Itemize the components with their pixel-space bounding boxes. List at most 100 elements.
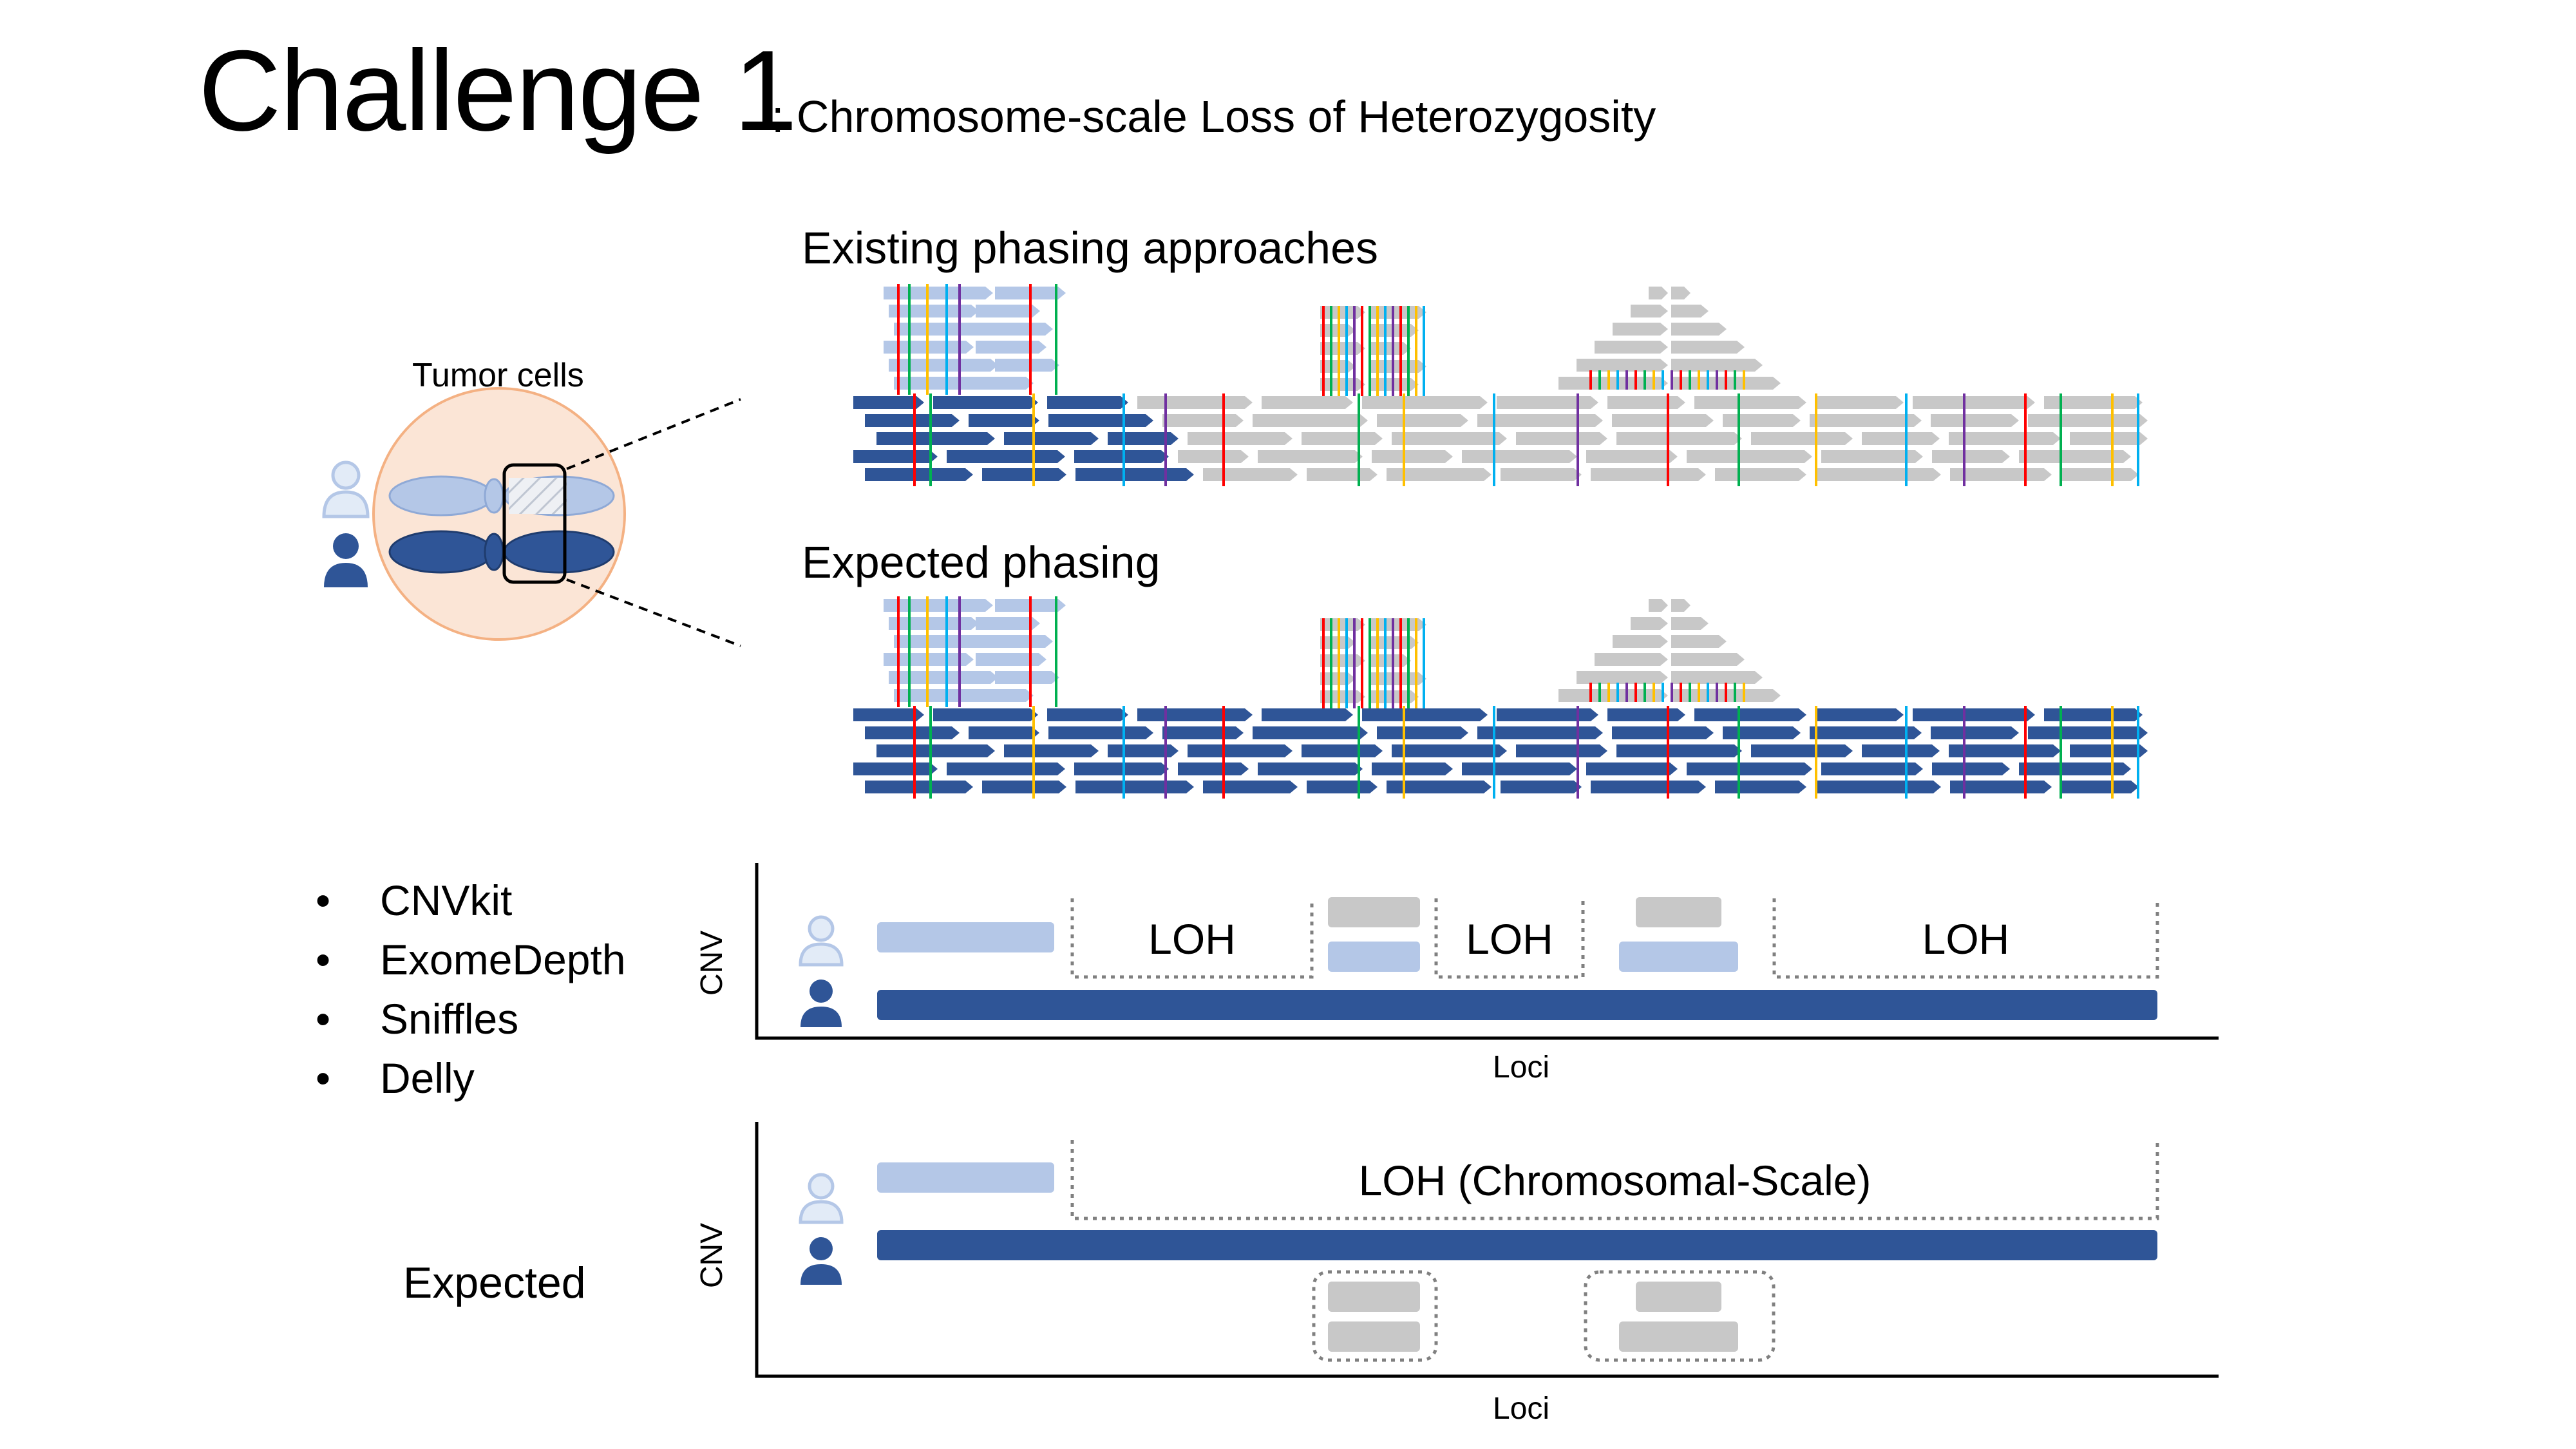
sequencing-read [1612,726,1714,739]
loh-box [1434,898,1585,979]
sequencing-read [1497,708,1598,721]
gain-segment [1636,897,1721,927]
tool-name: ExomeDepth [380,936,626,983]
sequencing-read [1949,744,2061,757]
sequencing-read [865,781,973,793]
sequencing-read [876,432,995,445]
sequencing-read [1671,653,1745,666]
sequencing-read [894,635,1003,648]
sequencing-read [865,414,960,427]
plot-axes [755,1122,2219,1378]
sequencing-read [2028,726,2148,739]
sequencing-read [2070,744,2148,757]
loh-box [1772,898,2159,979]
cell-membrane [372,387,626,641]
sequencing-read [1751,432,1853,445]
sequencing-read [1368,618,1426,631]
sequencing-read [1075,781,1194,793]
sequencing-read [1258,450,1363,463]
tool-name: CNVkit [380,876,513,924]
sequencing-read [1320,378,1365,391]
sequencing-read [1048,414,1153,427]
sequencing-read [2061,468,2139,481]
female-person-icon [799,915,844,967]
sequencing-read [1613,635,1668,648]
sequencing-read [2070,432,2148,445]
sequencing-read [1810,726,1922,739]
sequencing-read [1723,414,1801,427]
sequencing-read [1558,689,1668,702]
sequencing-read [1913,396,2035,409]
paternal-segment [877,1230,2157,1260]
sequencing-read [1815,708,1904,721]
sequencing-read [1392,744,1507,757]
paternal-segment [877,990,2157,1020]
sequencing-read [933,708,1038,721]
slide-subtitle: : Chromosome-scale Loss of Heterozygosit… [772,91,1656,142]
bullet: • [316,876,331,924]
sequencing-read [1671,617,1709,630]
sequencing-read [2061,781,2139,793]
sequencing-read [1932,450,2010,463]
sequencing-read [1320,654,1365,667]
loh-label: LOH [1148,915,1236,963]
sequencing-read [976,341,1046,354]
sequencing-read [876,744,995,757]
gain-segment [1328,1321,1420,1352]
sequencing-read [1649,599,1668,612]
sequencing-read [889,359,998,372]
female-person-icon [799,1173,844,1224]
sequencing-read [1687,450,1812,463]
sequencing-read [1477,726,1603,739]
sequencing-read [969,414,1039,427]
sequencing-read [1074,762,1169,775]
sequencing-read [1862,432,1940,445]
sequencing-read [1004,432,1099,445]
sequencing-read [894,689,984,702]
cnv-plot-expected [755,1122,2219,1378]
maternal-segment [1328,942,1420,972]
sequencing-read [1162,414,1244,427]
tool-list-item: • Sniffles [316,989,626,1048]
tool-list-item: • ExomeDepth [316,930,626,989]
sequencing-read [1558,377,1668,390]
sequencing-read [889,305,979,317]
gain-segment [1328,897,1420,927]
sequencing-read [1262,708,1353,721]
sequencing-read [947,762,1065,775]
sequencing-read [865,468,973,481]
sequencing-read [1162,726,1244,739]
sequencing-read [1368,360,1426,373]
sequencing-read [1302,432,1383,445]
sequencing-read [1501,468,1582,481]
sequencing-read [1302,744,1383,757]
existing-phasing-reads [853,284,2148,486]
sequencing-read [982,781,1066,793]
sequencing-read [1462,450,1577,463]
sequencing-read [1671,305,1709,317]
sequencing-read [1074,450,1169,463]
sequencing-read [1931,414,2019,427]
expected-phasing-title: Expected phasing [802,537,1160,587]
sequencing-read [2044,396,2143,409]
sequencing-read [1048,726,1153,739]
zoom-line-top [566,398,741,470]
tumor-cell [372,387,626,641]
sequencing-read [853,708,924,721]
sequencing-read [2019,762,2131,775]
sequencing-read [1477,414,1603,427]
sequencing-read [894,323,1003,336]
loh-box [1070,898,1314,979]
sequencing-read [1687,762,1812,775]
sequencing-read [884,599,993,612]
sequencing-read [1671,599,1690,612]
sequencing-read [1368,672,1426,685]
sequencing-read [1815,468,1941,481]
sequencing-read [995,671,1059,684]
expected-label: Expected [403,1258,586,1307]
sequencing-read [1671,323,1727,336]
sequencing-read [1631,305,1668,317]
tool-name: Delly [380,1054,475,1102]
expected-phasing-reads [853,596,2148,799]
